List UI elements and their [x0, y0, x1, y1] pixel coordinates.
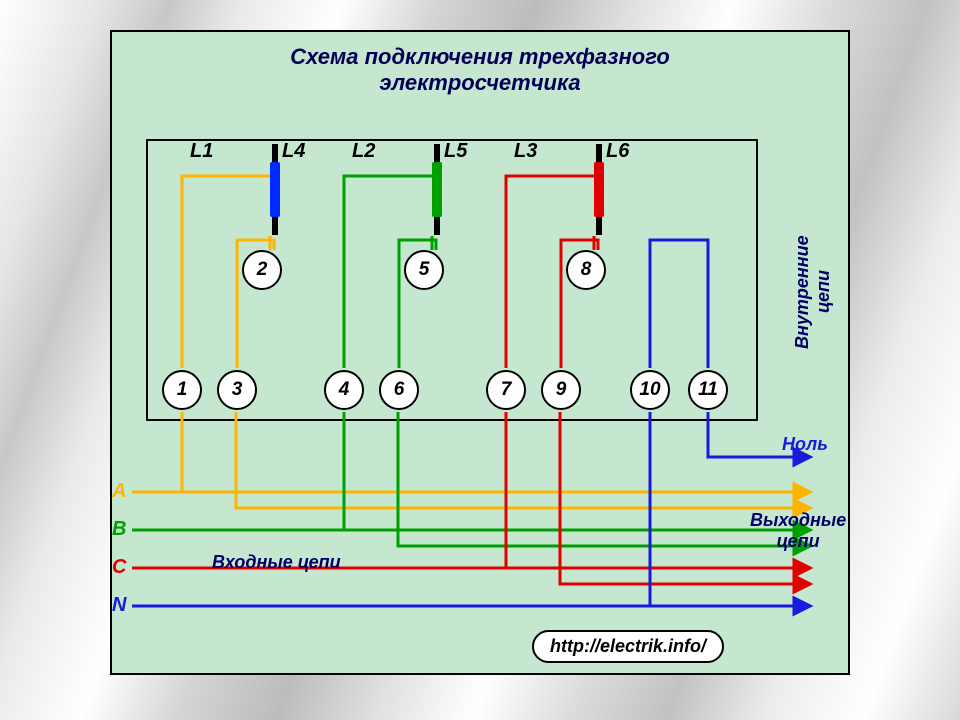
phase-label-N: N — [112, 594, 126, 617]
input-label: L1 — [190, 140, 213, 163]
source-url: http://electrik.info/ — [532, 630, 724, 663]
fuse-L4 — [270, 162, 280, 217]
label-zero: Ноль — [782, 434, 828, 455]
title-line1: Схема подключения трехфазного — [290, 44, 670, 69]
terminal-7: 7 — [486, 370, 526, 410]
fuse-tip — [434, 217, 440, 235]
terminal-6: 6 — [379, 370, 419, 410]
fuse-tip — [434, 144, 440, 162]
input-label: L3 — [514, 140, 537, 163]
terminal-3: 3 — [217, 370, 257, 410]
terminal-11: 11 — [688, 370, 728, 410]
fuse-tip — [596, 144, 602, 162]
diagram-svg — [112, 32, 852, 677]
fuse-tip — [272, 144, 278, 162]
label-input-circuits: Входные цепи — [212, 552, 341, 573]
fuse-L5 — [432, 162, 442, 217]
phase-label-C: C — [112, 556, 126, 579]
fuse-label: L6 — [606, 140, 629, 163]
terminal-1: 1 — [162, 370, 202, 410]
fuse-L6 — [594, 162, 604, 217]
phase-label-A: A — [112, 480, 126, 503]
diagram-board: Схема подключения трехфазного электросче… — [110, 30, 850, 675]
fuse-tip — [596, 217, 602, 235]
title-line2: электросчетчика — [379, 70, 580, 95]
terminal-9: 9 — [541, 370, 581, 410]
phase-label-B: B — [112, 518, 126, 541]
terminal-5: 5 — [404, 250, 444, 290]
terminal-10: 10 — [630, 370, 670, 410]
label-internal-circuits: Внутренниецепи — [792, 182, 834, 402]
diagram-title: Схема подключения трехфазного электросче… — [112, 44, 848, 97]
input-label: L2 — [352, 140, 375, 163]
label-output-circuits: Выходныецепи — [750, 510, 846, 552]
fuse-label: L5 — [444, 140, 467, 163]
fuse-tip — [272, 217, 278, 235]
terminal-4: 4 — [324, 370, 364, 410]
fuse-label: L4 — [282, 140, 305, 163]
terminal-2: 2 — [242, 250, 282, 290]
terminal-8: 8 — [566, 250, 606, 290]
